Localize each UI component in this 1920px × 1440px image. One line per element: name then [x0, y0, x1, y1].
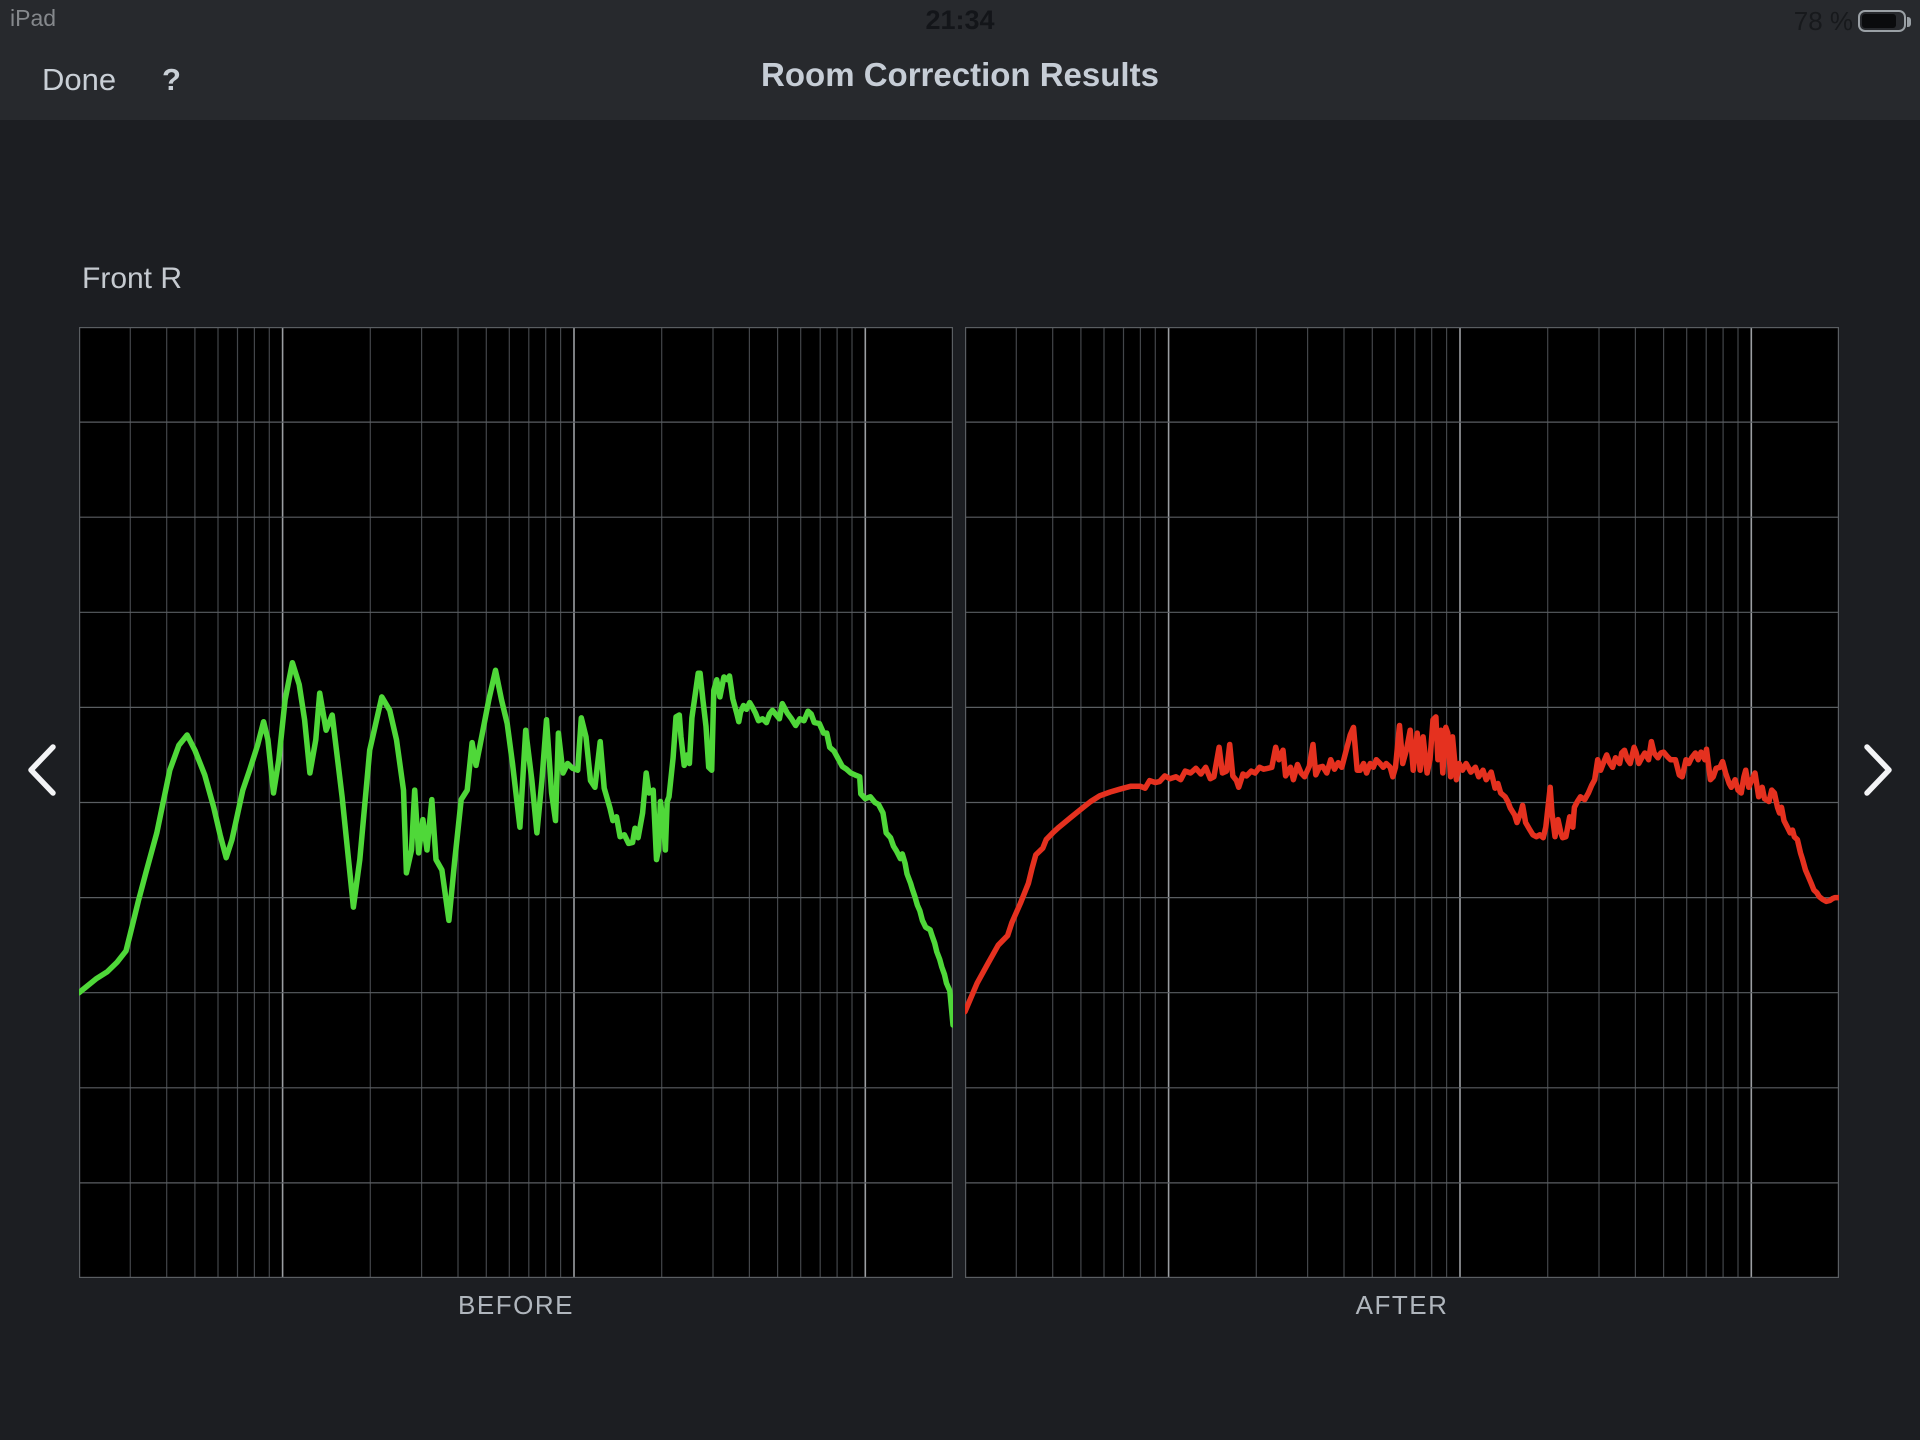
after-chart-canvas	[965, 327, 1839, 1278]
battery-icon	[1858, 10, 1911, 32]
page-title: Room Correction Results	[761, 56, 1159, 93]
channel-label: Front R	[82, 262, 183, 295]
before-chart-canvas	[79, 327, 953, 1278]
chevron-left-icon	[20, 740, 64, 800]
after-label: AFTER	[1355, 1290, 1449, 1320]
battery-fill	[1862, 14, 1897, 28]
after-chart	[965, 327, 1839, 1278]
done-button[interactable]: Done	[34, 58, 124, 102]
before-label: BEFORE	[458, 1290, 574, 1320]
device-label: iPad	[10, 5, 57, 31]
previous-speaker-button[interactable]	[20, 740, 64, 800]
chevron-right-icon	[1856, 740, 1900, 800]
top-bar: iPad 21:34 78 % Done ? Room Correction R…	[0, 0, 1920, 120]
before-chart	[79, 327, 953, 1278]
help-button[interactable]: ?	[152, 58, 191, 102]
battery-percent-label: 78 %	[1793, 6, 1853, 36]
next-speaker-button[interactable]	[1856, 740, 1900, 800]
battery-nub	[1907, 17, 1911, 27]
status-clock: 21:34	[925, 5, 995, 35]
